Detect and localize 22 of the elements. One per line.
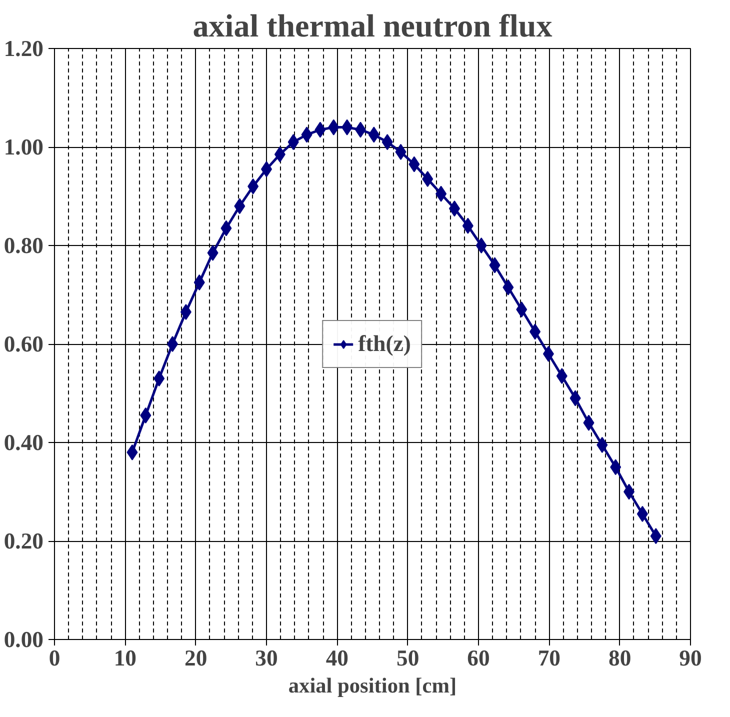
x-tick-label: 40 — [326, 646, 348, 670]
x-tick-label: 70 — [538, 646, 560, 670]
y-tick-label: 0.60 — [4, 332, 44, 356]
y-tick-label: 1.00 — [4, 134, 44, 160]
x-tick-label: 20 — [184, 646, 208, 670]
legend-label: fth(z) — [358, 330, 411, 356]
chart-title: axial thermal neutron flux — [192, 8, 552, 44]
x-axis-title: axial position [cm] — [288, 674, 457, 698]
y-tick-label: 0.80 — [4, 233, 44, 258]
point — [167, 336, 178, 352]
y-tick-label: 1.20 — [4, 36, 44, 61]
x-tick-label: 80 — [608, 646, 632, 670]
x-tick-label: 30 — [255, 646, 278, 670]
x-tick-label: 50 — [396, 646, 420, 670]
x-tick-label: 90 — [679, 646, 702, 670]
y-tick-label: 0.20 — [4, 528, 44, 554]
point — [476, 238, 487, 254]
y-tick-label: 0.00 — [4, 627, 44, 652]
x-tick-label: 60 — [467, 646, 490, 670]
x-tick-label: 10 — [114, 646, 136, 670]
y-tick-label: 0.40 — [4, 430, 44, 455]
x-tick-label: 0 — [48, 646, 60, 670]
